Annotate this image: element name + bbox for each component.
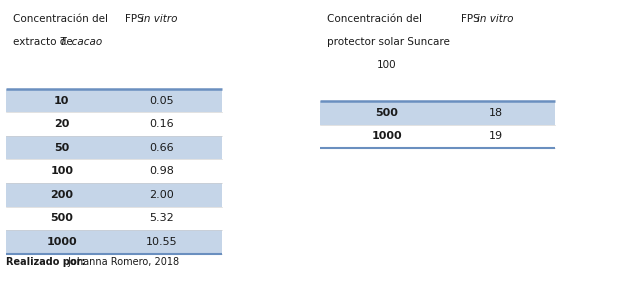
Bar (6, 9, 222, 254)
Text: 100: 100 (50, 166, 74, 176)
Text: 20: 20 (54, 119, 70, 129)
Text: 1000: 1000 (46, 237, 77, 247)
Text: 100: 100 (377, 60, 396, 70)
Text: Concentración del: Concentración del (327, 14, 422, 24)
Text: Realizado por:: Realizado por: (6, 257, 86, 267)
Text: T. cacao: T. cacao (60, 37, 103, 47)
Text: in vitro: in vitro (141, 14, 178, 24)
Bar (6, 183, 222, 207)
Text: 10.55: 10.55 (145, 237, 177, 247)
Bar (6, 112, 222, 136)
Bar (6, 89, 222, 112)
Text: FPS: FPS (125, 14, 147, 24)
Text: 5.32: 5.32 (149, 213, 174, 223)
Text: 0.05: 0.05 (149, 95, 174, 106)
Text: 500: 500 (375, 108, 398, 118)
Text: Johanna Romero, 2018: Johanna Romero, 2018 (65, 257, 179, 267)
Text: in vitro: in vitro (477, 14, 514, 24)
Bar (6, 136, 222, 159)
Text: 10: 10 (54, 95, 70, 106)
Text: 2.00: 2.00 (149, 190, 174, 200)
Text: 19: 19 (489, 131, 503, 141)
Text: 0.98: 0.98 (149, 166, 174, 176)
Bar (6, 207, 222, 230)
Text: extracto de: extracto de (13, 37, 75, 47)
Text: 50: 50 (54, 143, 70, 153)
Bar (320, 101, 555, 125)
Text: 500: 500 (50, 213, 74, 223)
Text: 0.66: 0.66 (149, 143, 174, 153)
Text: Concentración del: Concentración del (13, 14, 108, 24)
Bar (320, 125, 555, 148)
Text: protector solar Suncare: protector solar Suncare (327, 37, 450, 47)
Bar (6, 230, 222, 254)
Text: 18: 18 (489, 108, 503, 118)
Bar (6, 159, 222, 183)
Text: 1000: 1000 (372, 131, 402, 141)
Text: 0.16: 0.16 (149, 119, 174, 129)
Text: 200: 200 (50, 190, 74, 200)
Bar (320, 9, 555, 148)
Text: FPS: FPS (461, 14, 483, 24)
